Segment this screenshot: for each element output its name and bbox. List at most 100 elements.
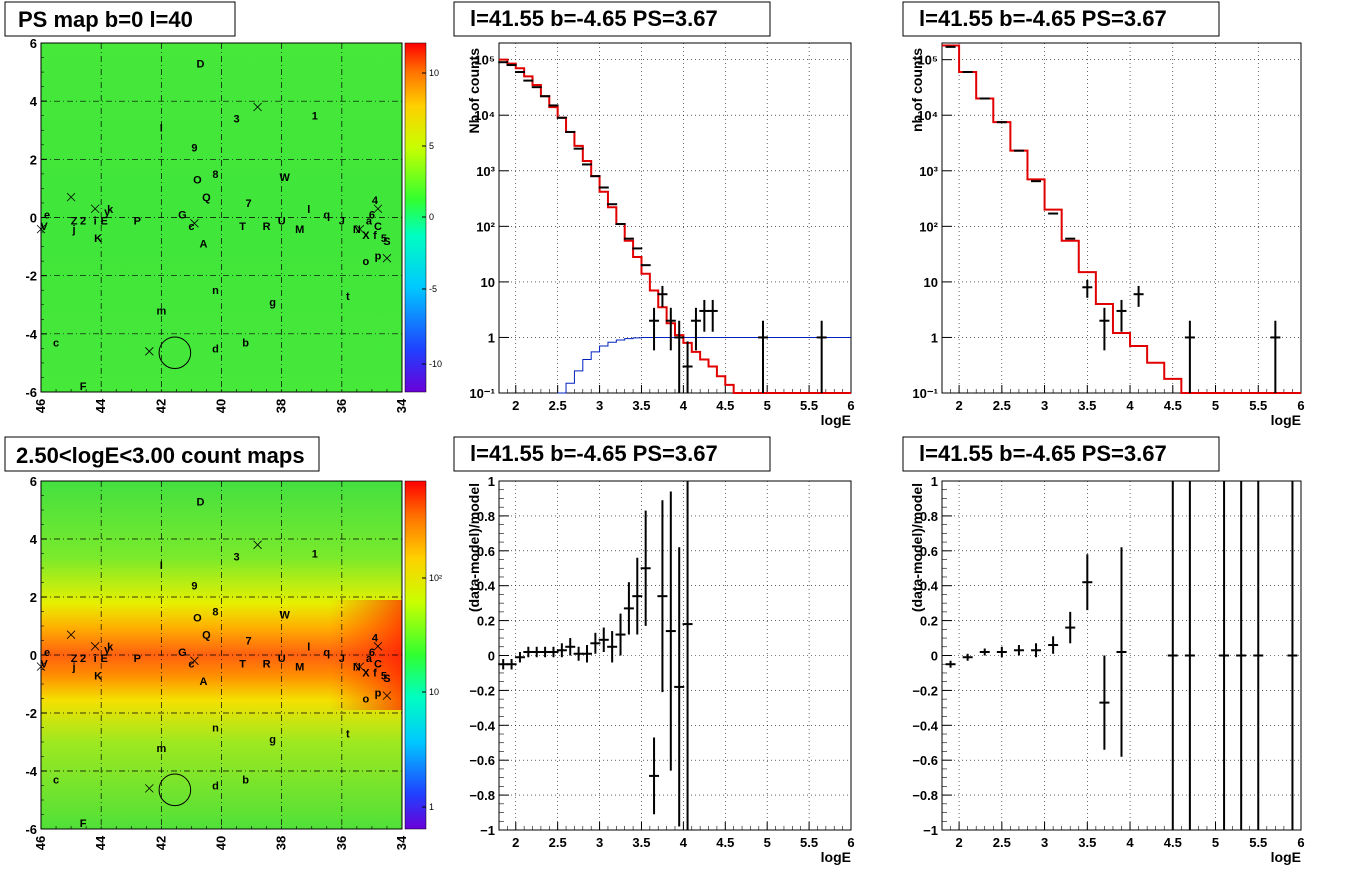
map_top-source-label: C [374,221,382,233]
map_bottom-source-label: g [269,734,276,746]
res_right-ylabel: (data-model)/model [909,483,925,612]
res_right-y-tick: −1 [923,823,938,838]
map_top-source-label: V [40,221,48,233]
map_top-cross-marker [90,204,100,214]
map_bottom-x-tick: 34 [394,835,409,850]
spec_right-xlabel: logE [1271,412,1301,428]
spec_left-background-line [557,336,851,394]
map_top-cross-marker [66,192,76,202]
res-right-title-box: l=41.55 b=-4.65 PS=3.67 [902,436,1220,472]
map_bottom-cross-marker [190,656,199,666]
map_top-source-label: 1 [312,111,318,123]
res_right-x-tick: 3.5 [1078,835,1096,850]
spec_left-x-tick: 4 [680,398,688,413]
map_bottom-source-label: E [101,653,108,665]
res_left-ylabel: (data-model)/model [466,483,482,612]
map_top-x-tick: 38 [274,399,289,413]
spec_right-x-tick: 3.5 [1078,398,1096,413]
spec_right-ylabel: nb of counts [909,48,925,132]
res_left-y-tick: 0.4 [477,579,496,594]
map_top-cross-marker [373,204,383,214]
spec_right-x-tick: 6 [1297,398,1304,413]
map_top-source-label: y [104,207,111,219]
map_bottom-y-tick: 6 [30,474,37,489]
map_bottom-x-tick: 40 [214,836,229,850]
map_top-source-label: c [188,221,194,233]
map_top-source-label: f [373,230,377,242]
res_right-xlabel: logE [1271,849,1301,865]
spec_left-frame [498,42,852,394]
map_bottom-source-label: o [363,694,370,706]
spec_left-layer: 2 2.5 3 3.5 4 4.5 5 5.5 6 10⁵ 10⁴ 10³ 10² 10 1 10⁻¹ logE… [466,42,855,428]
map_bottom-source-label: a [366,653,373,665]
map_top-source-label: G [178,210,187,222]
res_right-y-tick: 0.2 [920,614,938,629]
spec_left-x-tick: 5 [764,398,771,413]
map_bottom-source-label: 7 [246,636,252,648]
map_bottom-source-label: N [353,662,361,674]
map_top-source-label: 7 [246,198,252,210]
spec_right-x-tick: 2 [955,398,962,413]
map_bottom-cross-marker [253,540,262,550]
map_top-x-tick: 44 [93,398,108,413]
colorbar-bottom [404,480,427,830]
map_top-cb-tick: 0 [429,212,434,222]
spec_left-x-tick: 5.5 [800,398,818,413]
map_bottom-cb-tick: 10 [429,687,439,697]
map_top-cross-marker [253,102,262,112]
res_right-x-tick: 5.5 [1249,835,1267,850]
map_top-cb-tick: -5 [429,284,437,294]
res_left-y-tick: 0 [488,649,495,664]
map_bottom-source-label: 9 [191,580,197,592]
res_left-y-tick: 1 [488,474,495,489]
map_top-y-tick: 0 [30,211,37,226]
res_right-y-tick: 0.6 [920,544,938,559]
map_top-x-tick: 42 [153,399,168,413]
spec_right-layer: 2 2.5 3 3.5 4 4.5 5 5.5 6 10⁵ 10⁴ 10³ 10² 10 1 10⁻¹ logE… [909,42,1305,428]
res_right-y-tick: 0.8 [920,509,938,524]
spec-right-title-box: l=41.55 b=-4.65 PS=3.67 [902,1,1220,37]
map_bottom-source-label: Q [202,630,211,642]
res_right-x-tick: 5 [1212,835,1219,850]
spec_left-x-tick: 6 [847,398,854,413]
map_top-source-label: R [263,221,271,233]
map_top-source-label: S [383,236,390,248]
spec_right-x-tick: 4.5 [1164,398,1182,413]
map_top-source-label: d [212,343,219,355]
res_right-y-tick: −0.4 [912,718,938,733]
map_top-source-label: a [366,215,373,227]
map_bottom-source-label: T [239,659,246,671]
map_bottom-x-tick: 38 [274,836,289,850]
spec_left-y-tick: 1 [488,330,495,345]
map_top-source-label: K [94,233,102,245]
map_top-source-label: E [101,215,108,227]
res_left-y-tick: −0.2 [469,683,495,698]
spec_right-y-tick: 10⁵ [917,53,938,68]
map_bottom-source-label: 4 [372,633,379,645]
map_top-source-label: Z [71,215,78,227]
map_top-source-label: l [307,204,310,216]
res_right-x-tick: 6 [1297,835,1304,850]
map_top-source-label: o [363,256,370,268]
res_right-x-tick: 3 [1041,835,1048,850]
map_top-y-tick: 6 [30,36,37,51]
res-left-title-box: l=41.55 b=-4.65 PS=3.67 [453,436,771,472]
map_top-source-label: W [279,172,290,184]
map_top-source-label: j [72,224,76,236]
res_left-y-tick: 0.6 [477,544,495,559]
spec_right-x-tick: 5.5 [1249,398,1267,413]
map_top-source-label: n [212,285,219,297]
spec-right-title: l=41.55 b=-4.65 PS=3.67 [919,6,1167,31]
res_right-x-tick: 4 [1126,835,1134,850]
map_bottom-source-label: O [193,612,202,624]
res_left-x-tick: 3.5 [632,835,650,850]
map_top-y-tick: -2 [25,269,37,284]
map-bottom-title: 2.50<logE<3.00 count maps [16,443,305,468]
map_top-cross-marker [355,224,365,234]
map_top-source-label: i [94,215,97,227]
res_right-x-tick: 2 [955,835,962,850]
map_bottom-source-label: X [362,667,370,679]
spec_right-model-line [942,44,1301,394]
res-right-title: l=41.55 b=-4.65 PS=3.67 [919,441,1167,466]
spec_right-y-tick: 10⁻¹ [912,386,938,401]
